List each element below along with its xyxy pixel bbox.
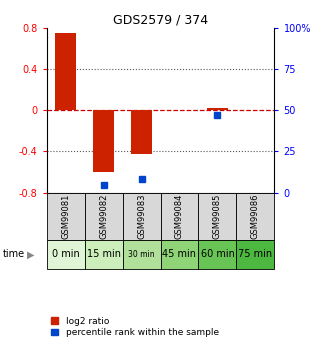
Bar	[123, 240, 160, 269]
Bar	[131, 110, 152, 155]
Bar	[55, 33, 76, 110]
Legend: log2 ratio, percentile rank within the sample: log2 ratio, percentile rank within the s…	[51, 317, 219, 337]
Text: GSM99083: GSM99083	[137, 193, 146, 239]
Text: time: time	[3, 249, 25, 259]
Bar	[47, 193, 84, 240]
Bar	[93, 110, 114, 172]
Text: 75 min: 75 min	[239, 249, 273, 259]
Bar	[160, 240, 198, 269]
Bar	[198, 193, 237, 240]
Bar	[47, 240, 84, 269]
Bar	[84, 193, 123, 240]
Text: 60 min: 60 min	[201, 249, 234, 259]
Text: GSM99082: GSM99082	[99, 194, 108, 239]
Bar	[237, 193, 274, 240]
Text: ▶: ▶	[27, 249, 35, 259]
Text: GSM99085: GSM99085	[213, 194, 222, 239]
Text: 0 min: 0 min	[52, 249, 79, 259]
Text: 45 min: 45 min	[162, 249, 196, 259]
Bar	[160, 193, 198, 240]
Bar	[207, 108, 228, 110]
Text: 15 min: 15 min	[87, 249, 120, 259]
Bar	[84, 240, 123, 269]
Bar	[123, 193, 160, 240]
Bar	[198, 240, 237, 269]
Text: GSM99086: GSM99086	[251, 193, 260, 239]
Text: 30 min: 30 min	[128, 250, 155, 259]
Title: GDS2579 / 374: GDS2579 / 374	[113, 13, 208, 27]
Text: GSM99084: GSM99084	[175, 194, 184, 239]
Bar	[237, 240, 274, 269]
Text: GSM99081: GSM99081	[61, 194, 70, 239]
